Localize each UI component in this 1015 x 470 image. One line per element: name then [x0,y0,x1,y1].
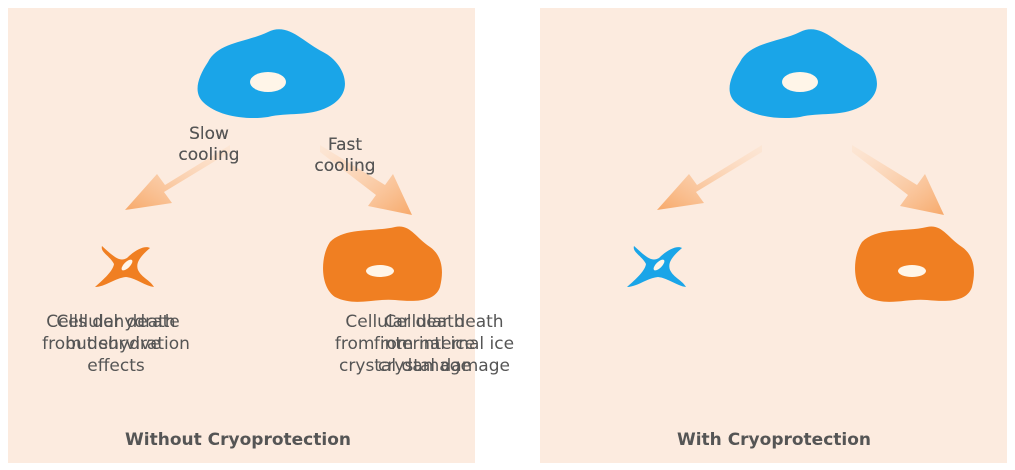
panel: Without Cryoprotection [8,8,475,463]
panel-title title: Without Cryoprotection [125,430,351,450]
right-arrow: Fast [328,135,362,155]
left-arrow: Slow [189,124,229,144]
left-outcome: from dehydration [42,334,190,354]
nucleus [782,72,818,92]
left-outcome: Cellular death [56,312,175,332]
arrow [125,145,230,210]
swollen-cell [323,226,442,302]
left-outcome: but survive [65,334,161,354]
nucleus [653,259,665,271]
panel: With Cryoprotection [540,8,1007,463]
right-arrow: Fast [328,135,362,155]
right-outcome: Cellular death [345,312,464,332]
arrow [852,145,944,215]
right-outcome: from internal ice [335,334,475,354]
right-outcome: Cellular death [384,312,503,332]
nucleus [121,259,133,271]
left-arrow: Slow [189,124,229,144]
right-outcome: crystal damage [378,356,510,376]
swollen-cell [855,226,974,302]
left-outcome: Cells dehydrate [46,312,179,332]
left-arrow: cooling [178,145,239,165]
nucleus [366,265,394,277]
arrow [657,145,762,210]
right-outcome: from internal ice [374,334,514,354]
left-outcome: effects [87,356,145,376]
panel-title title: With Cryoprotection [677,430,871,450]
left-arrow: cooling [178,145,239,165]
right-arrow: cooling [314,156,375,176]
nucleus [250,72,286,92]
right-arrow: cooling [314,156,375,176]
right-outcome: crystal damage [339,356,471,376]
nucleus [898,265,926,277]
arrow [320,145,412,215]
